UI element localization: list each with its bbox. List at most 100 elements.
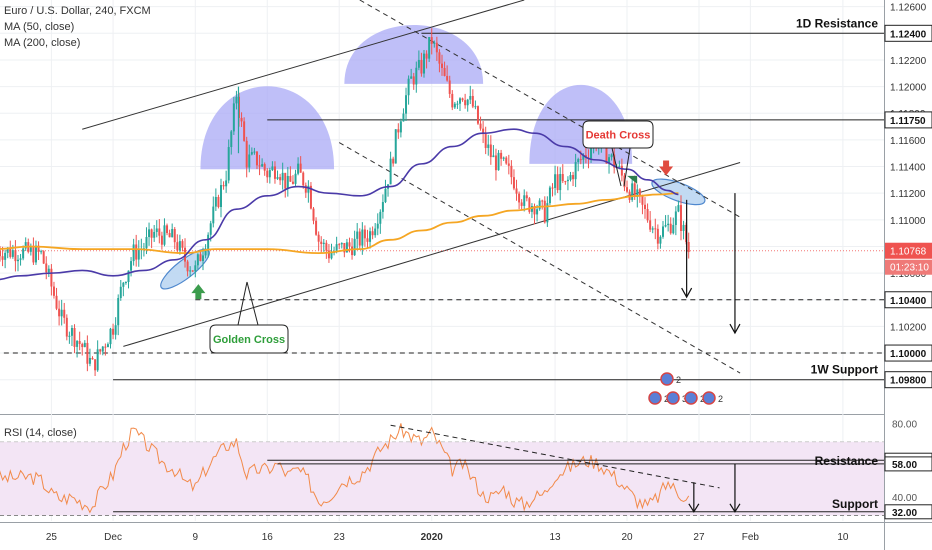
candle-body xyxy=(253,151,256,153)
candle-body xyxy=(389,158,392,185)
candle-body xyxy=(22,248,25,259)
trendline-upper-channel xyxy=(82,0,525,130)
candle-body xyxy=(353,238,356,256)
candle-body xyxy=(538,200,541,210)
candle-body xyxy=(626,187,629,192)
candle-body xyxy=(348,242,351,247)
candle-body xyxy=(171,229,174,238)
support-1w-label: 1W Support xyxy=(811,363,878,377)
price-tick-label: 1.11400 xyxy=(890,163,926,174)
candle-body xyxy=(566,179,569,182)
candle-body xyxy=(551,187,554,189)
candle-body xyxy=(34,245,37,263)
candle-body xyxy=(96,349,99,371)
candle-body xyxy=(430,37,433,44)
candle-body xyxy=(70,328,73,336)
candle-body xyxy=(464,100,467,106)
candle-body xyxy=(402,113,405,122)
ma200-line xyxy=(0,192,679,255)
candle-body xyxy=(150,229,153,238)
candle-body xyxy=(88,357,91,364)
candle-body xyxy=(325,242,328,251)
legend-rsi: RSI (14, close) xyxy=(4,427,77,439)
countdown-badge xyxy=(885,259,932,275)
candle-body xyxy=(243,121,246,141)
candle-body xyxy=(273,166,276,179)
candle-body xyxy=(155,228,158,232)
golden-cross-callout-label: Golden Cross xyxy=(213,334,285,346)
event-top-flag-icon xyxy=(660,372,674,386)
candle-body xyxy=(654,228,657,230)
candle-body xyxy=(106,344,109,348)
candle-body xyxy=(91,357,94,360)
candle-body xyxy=(379,211,382,224)
candle-body xyxy=(425,53,428,59)
candle-body xyxy=(438,52,441,64)
candle-body xyxy=(50,268,53,287)
candle-body xyxy=(536,209,539,215)
price-level-badge xyxy=(884,344,932,362)
candle-body xyxy=(345,242,348,253)
candle-body xyxy=(335,244,338,252)
candle-body xyxy=(608,157,611,164)
candle-body xyxy=(497,152,500,171)
candle-body xyxy=(682,224,685,231)
candle-body xyxy=(94,359,97,371)
candle-body xyxy=(541,200,544,202)
rsi-band xyxy=(0,441,884,516)
candle-body xyxy=(582,155,585,160)
candle-body xyxy=(160,235,163,245)
rsi-resistance-label: Resistance xyxy=(815,454,879,468)
candle-body xyxy=(500,152,503,159)
price-level-label: 1.10400 xyxy=(890,296,927,307)
shoulder-hump-2 xyxy=(344,24,484,84)
rsi-tick-label: 40.00 xyxy=(892,493,917,504)
candle-body xyxy=(137,249,140,260)
candle-body xyxy=(148,229,151,238)
candle-body xyxy=(320,241,323,244)
candle-body xyxy=(394,129,397,164)
candle-body xyxy=(130,261,133,271)
candle-body xyxy=(284,172,287,189)
candle-body xyxy=(6,247,9,253)
candle-body xyxy=(322,242,325,244)
candle-body xyxy=(343,242,346,253)
candle-body xyxy=(523,195,526,206)
candle-body xyxy=(446,75,449,81)
candle-body xyxy=(173,229,176,243)
event-bottom-1-flag-icon xyxy=(648,391,662,405)
event-bottom-2-flag-icon xyxy=(666,391,680,405)
candle-body xyxy=(494,155,497,171)
flag-icon xyxy=(627,175,638,184)
rsi-line xyxy=(0,423,690,514)
time-tick-label: Dec xyxy=(104,532,122,543)
candle-body xyxy=(209,223,212,235)
candle-body xyxy=(489,144,492,158)
candle-body xyxy=(78,340,81,344)
candle-body xyxy=(250,152,253,155)
candle-body xyxy=(610,154,613,158)
price-tick-label: 1.10200 xyxy=(890,322,927,333)
candle-body xyxy=(166,225,169,234)
candle-body xyxy=(356,231,359,239)
candle-body xyxy=(525,195,528,199)
time-tick-label: 25 xyxy=(46,532,58,543)
candle-body xyxy=(443,67,446,76)
candle-body xyxy=(294,173,297,184)
candle-body xyxy=(543,200,546,223)
candle-body xyxy=(412,76,415,85)
candle-body xyxy=(369,231,372,242)
candle-body xyxy=(605,139,608,164)
time-tick-label: Feb xyxy=(742,532,760,543)
candle-body xyxy=(667,223,670,226)
candle-body xyxy=(618,165,621,167)
candle-body xyxy=(659,236,662,244)
rsi-arrow-1-head xyxy=(688,503,700,513)
candle-body xyxy=(132,244,135,262)
candle-body xyxy=(58,308,61,317)
candle-body xyxy=(32,247,35,263)
candle-body xyxy=(528,198,531,212)
golden-cross-pointer-b xyxy=(246,281,259,326)
candle-body xyxy=(279,177,282,181)
trendline-desc-channel-top xyxy=(359,0,741,218)
